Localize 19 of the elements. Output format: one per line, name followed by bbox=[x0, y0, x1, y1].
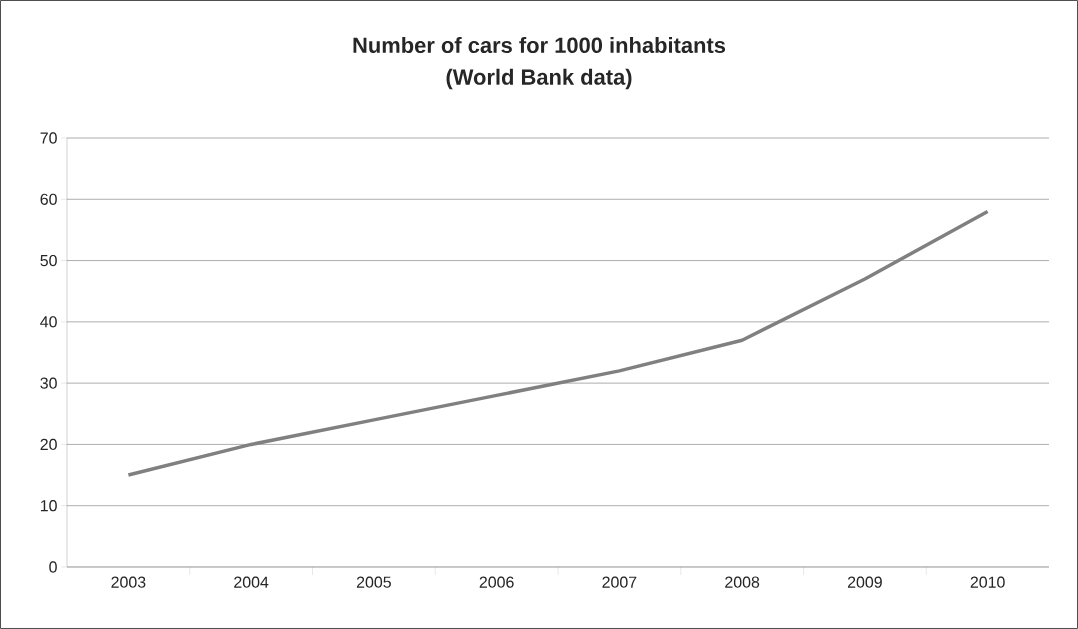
y-tick-label: 60 bbox=[40, 193, 57, 205]
y-tick-label: 30 bbox=[40, 377, 57, 389]
x-tick-label: 2004 bbox=[234, 576, 269, 588]
x-tick-label: 2007 bbox=[602, 576, 637, 588]
x-tick-label: 2010 bbox=[970, 576, 1005, 588]
x-tick-label: 2009 bbox=[847, 576, 882, 588]
chart-subtitle: (World Bank data) bbox=[446, 68, 632, 90]
x-tick-label: 2008 bbox=[725, 576, 760, 588]
x-tick-label: 2005 bbox=[356, 576, 391, 588]
y-tick-label: 0 bbox=[49, 561, 57, 573]
y-tick-label: 20 bbox=[40, 438, 57, 451]
y-tick-label: 40 bbox=[40, 316, 57, 328]
line-series bbox=[126, 209, 990, 477]
chart-title: Number of cars for 1000 inhabitants bbox=[353, 36, 726, 54]
y-tick-label: 10 bbox=[40, 500, 57, 512]
y-tick-label: 70 bbox=[40, 132, 57, 144]
x-tick-label: 2003 bbox=[111, 576, 146, 588]
y-tick-label: 50 bbox=[40, 254, 57, 267]
x-tick-label: 2006 bbox=[479, 576, 514, 588]
